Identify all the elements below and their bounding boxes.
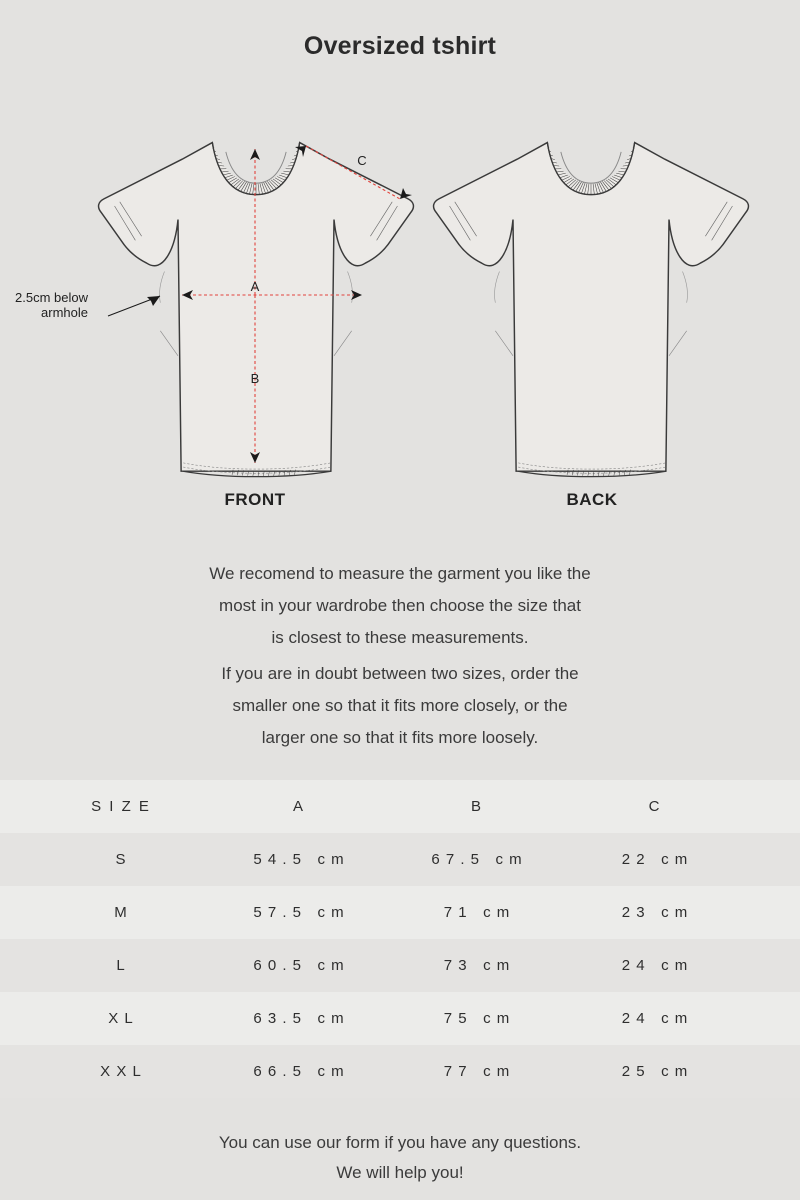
svg-text:2.5cm below: 2.5cm below	[15, 290, 89, 305]
svg-text:BACK: BACK	[566, 490, 617, 509]
svg-text:FRONT: FRONT	[224, 490, 285, 509]
svg-text:A: A	[251, 279, 260, 294]
svg-text:B: B	[251, 371, 260, 386]
svg-text:C: C	[357, 153, 366, 168]
svg-text:armhole: armhole	[41, 305, 88, 320]
